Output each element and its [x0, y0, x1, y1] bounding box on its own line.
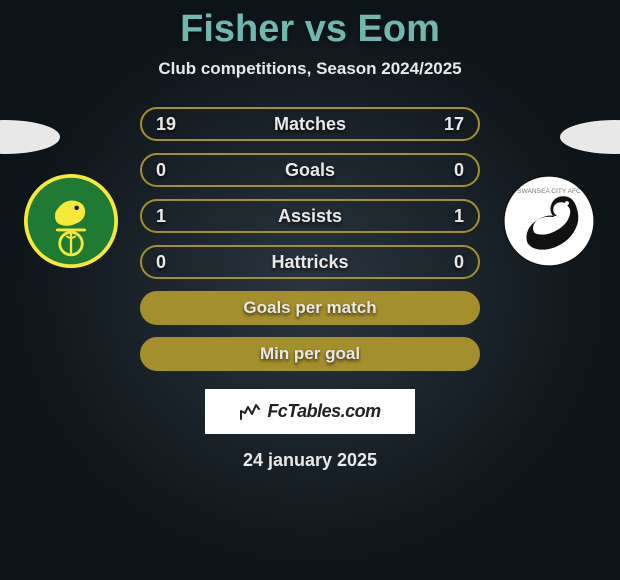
- stat-row: Min per goal: [140, 337, 480, 371]
- right-club-crest: SWANSEA CITY AFC: [502, 174, 596, 268]
- stat-row: Goals per match: [140, 291, 480, 325]
- stat-label: Hattricks: [142, 252, 478, 273]
- stat-row: 0Goals0: [140, 153, 480, 187]
- subtitle: Club competitions, Season 2024/2025: [0, 59, 620, 79]
- swansea-crest-icon: SWANSEA CITY AFC: [502, 174, 596, 268]
- stat-row: 0Hattricks0: [140, 245, 480, 279]
- norwich-crest-icon: [24, 174, 118, 268]
- stat-row: 1Assists1: [140, 199, 480, 233]
- page-title: Fisher vs Eom: [0, 0, 620, 51]
- stat-label: Goals: [142, 160, 478, 181]
- attribution-text: FcTables.com: [267, 401, 380, 422]
- stat-label: Matches: [142, 114, 478, 135]
- attribution-badge: FcTables.com: [205, 389, 415, 434]
- stats-container: 19Matches17 0Goals0 1Assists1 0Hattricks0 Go…: [140, 107, 480, 371]
- stat-label: Min per goal: [142, 344, 478, 364]
- fctables-icon: [239, 403, 261, 421]
- stat-row: 19Matches17: [140, 107, 480, 141]
- stat-label: Assists: [142, 206, 478, 227]
- svg-text:SWANSEA CITY AFC: SWANSEA CITY AFC: [517, 188, 581, 195]
- left-club-crest: [24, 174, 118, 268]
- date-text: 24 january 2025: [0, 450, 620, 471]
- right-ellipse-decor: [560, 120, 620, 154]
- left-ellipse-decor: [0, 120, 60, 154]
- stat-label: Goals per match: [142, 298, 478, 318]
